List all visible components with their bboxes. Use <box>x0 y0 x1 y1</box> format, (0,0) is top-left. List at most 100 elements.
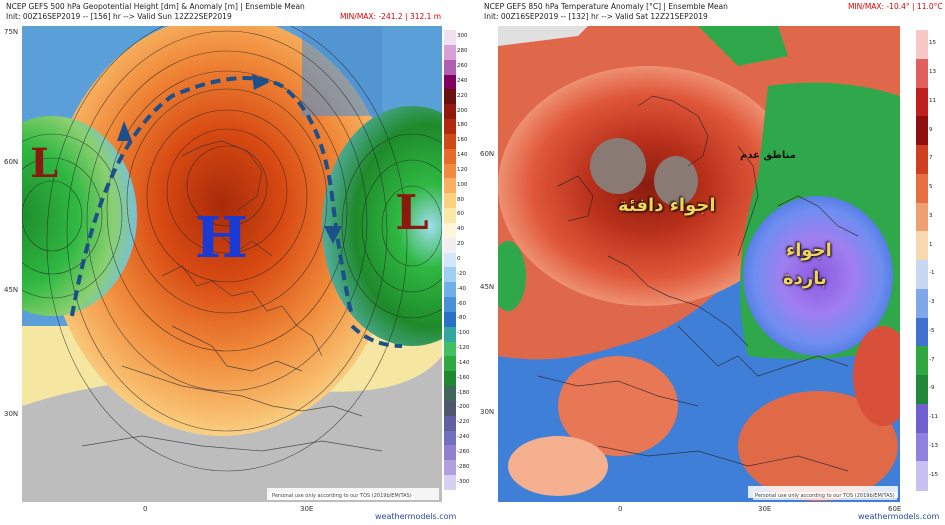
unstable-areas-label: مناطق عدم <box>740 150 796 161</box>
colorbar-swatch <box>444 193 456 209</box>
colorbar-swatch <box>444 89 456 105</box>
left-colorbar: 300 280 260 240 220 200 180 160 140 120 100 80 60 40 2… <box>444 30 469 491</box>
colorbar-swatch <box>916 231 928 261</box>
colorbar-swatch <box>444 475 456 491</box>
right-minmax: MIN/MAX: -10.4° | 11.0°C <box>848 2 943 11</box>
colorbar-swatch <box>444 326 456 343</box>
colorbar-swatch <box>916 173 928 203</box>
colorbar-tick-label: 0 <box>457 256 461 262</box>
lat-label-75n: 75N <box>4 28 19 36</box>
colorbar-swatch <box>916 116 928 146</box>
geopotential-panel: NCEP GEFS 500 hPa Geopotential Height [d… <box>0 0 469 525</box>
colorbar-swatch <box>916 346 928 376</box>
temperature-anomaly-map-svg <box>498 26 900 502</box>
lat-label-60n-right: 60N <box>480 150 495 158</box>
colorbar-swatch <box>444 252 456 268</box>
colorbar-swatch <box>444 311 456 328</box>
colorbar-tick-label: -5 <box>929 327 935 334</box>
colorbar-tick-label: 1 <box>929 241 933 248</box>
colorbar-tick-label: 140 <box>457 152 468 159</box>
lon-label-30e: 30E <box>300 505 314 513</box>
right-header-init: Init: 00Z16SEP2019 -- [132] hr --> Valid… <box>484 12 708 21</box>
colorbar-swatch <box>916 317 928 347</box>
colorbar-swatch <box>444 119 456 135</box>
geopotential-map <box>22 26 442 502</box>
lat-label-45n: 45N <box>4 286 19 294</box>
colorbar-swatch <box>444 178 456 194</box>
colorbar-swatch <box>444 297 456 313</box>
lon-label-0-right: 0 <box>618 505 623 513</box>
colorbar-tick-label: -100 <box>457 330 470 337</box>
colorbar-tick-label: -160 <box>457 374 470 381</box>
lat-label-45n-right: 45N <box>480 283 495 291</box>
warm-air-label: اجواء دافئة <box>618 195 716 216</box>
right-header-title: NCEP GEFS 850 hPa Temperature Anomaly [°… <box>484 2 728 11</box>
lat-label-30n-right: 30N <box>480 408 495 416</box>
colorbar-tick-label: -20 <box>457 270 466 277</box>
colorbar-swatch <box>444 44 456 61</box>
colorbar-swatch <box>916 461 928 491</box>
colorbar-swatch <box>444 222 456 239</box>
colorbar-swatch <box>444 104 456 120</box>
lon-label-60e-right: 60E <box>888 505 902 513</box>
colorbar-swatch <box>916 260 928 290</box>
colorbar-tick-label: 5 <box>929 184 933 191</box>
colorbar-swatch <box>444 445 456 461</box>
colorbar-tick-label: 200 <box>457 107 468 114</box>
colorbar-tick-label: 100 <box>457 181 468 188</box>
colorbar-swatch <box>444 400 456 417</box>
lon-label-0: 0 <box>143 505 148 513</box>
colorbar-tick-label: 3 <box>929 212 933 219</box>
colorbar-swatch <box>916 403 928 433</box>
low-pressure-label-west: L <box>30 140 59 187</box>
colorbar-tick-label: -180 <box>457 389 470 396</box>
geopotential-map-svg <box>22 26 442 502</box>
colorbar-swatch <box>444 30 456 46</box>
temperature-anomaly-map <box>498 26 900 502</box>
colorbar-tick-label: 220 <box>457 92 468 99</box>
colorbar-tick-label: -80 <box>457 315 466 322</box>
colorbar-tick-label: 120 <box>457 166 468 173</box>
lat-label-60n: 60N <box>4 158 19 166</box>
right-watermark: Personal use only according to our TOS (… <box>753 492 897 500</box>
colorbar-swatch <box>916 58 928 88</box>
colorbar-tick-label: 15 <box>929 40 936 47</box>
colorbar-swatch <box>444 282 456 298</box>
right-credit: weathermodels.com <box>858 512 940 521</box>
colorbar-swatch <box>444 163 456 179</box>
colorbar-tick-label: 60 <box>457 211 464 218</box>
colorbar-swatch <box>444 341 456 357</box>
colorbar-tick-label: -60 <box>457 300 466 307</box>
colorbar-swatch <box>444 59 456 75</box>
colorbar-swatch <box>444 133 456 150</box>
colorbar-tick-label: -3 <box>929 299 935 306</box>
colorbar-tick-label: 180 <box>457 122 468 129</box>
colorbar-swatch <box>444 267 456 283</box>
right-colorbar: 15 13 11 9 7 5 3 1 -1 -3 -5 -7 -9 -11 -13 -15 <box>916 30 938 491</box>
high-pressure-label: H <box>195 205 248 271</box>
colorbar-swatch <box>444 237 456 254</box>
colorbar-tick-label: 13 <box>929 69 936 76</box>
low-pressure-label-east: L <box>395 185 429 241</box>
left-minmax: MIN/MAX: -241.2 | 312.1 m <box>340 12 442 21</box>
colorbar-tick-label: -280 <box>457 463 470 470</box>
colorbar-tick-label: 40 <box>457 226 464 233</box>
colorbar-tick-label: -140 <box>457 359 470 366</box>
lat-label-30n: 30N <box>4 410 19 418</box>
colorbar-tick-label: -120 <box>457 345 470 352</box>
colorbar-tick-label: -13 <box>929 442 938 449</box>
colorbar-tick-label: 9 <box>929 126 933 133</box>
colorbar-swatch <box>916 87 928 117</box>
colorbar-tick-label: 260 <box>457 63 468 70</box>
colorbar-swatch <box>444 74 456 90</box>
colorbar-swatch <box>444 356 456 372</box>
colorbar-swatch <box>916 288 928 318</box>
colorbar-tick-label: -1 <box>929 270 935 277</box>
colorbar-swatch <box>916 145 928 175</box>
left-watermark: Personal use only according to our TOS (… <box>270 492 414 500</box>
colorbar-tick-label: 160 <box>457 137 468 144</box>
left-header-title: NCEP GEFS 500 hPa Geopotential Height [d… <box>6 2 305 11</box>
colorbar-swatch <box>444 148 456 165</box>
colorbar-tick-label: 7 <box>929 155 933 162</box>
colorbar-tick-label: 11 <box>929 97 936 104</box>
